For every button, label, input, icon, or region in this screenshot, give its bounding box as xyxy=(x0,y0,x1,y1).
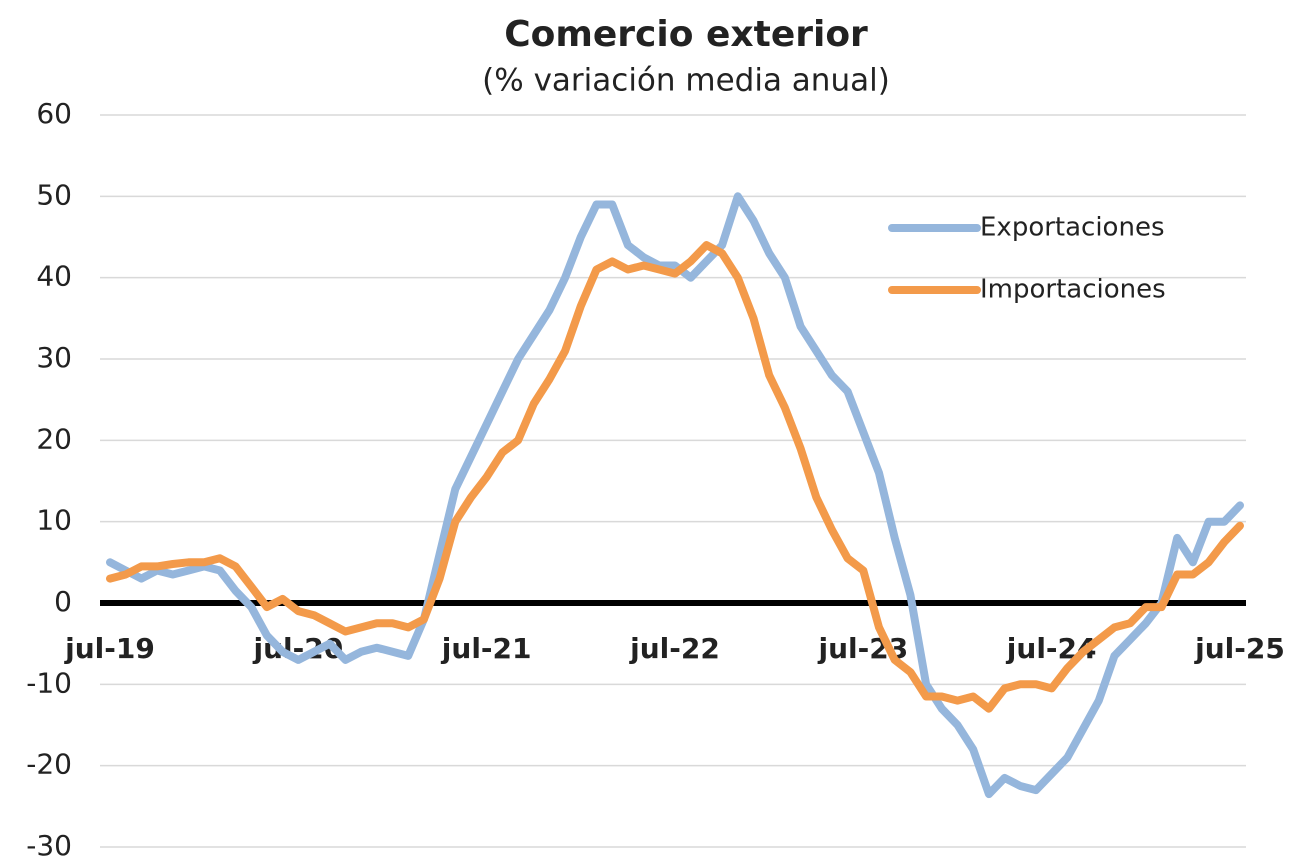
x-tick-label: jul-25 xyxy=(1194,632,1285,665)
y-tick-label: 50 xyxy=(36,178,72,211)
y-tick-label: -10 xyxy=(26,666,72,699)
y-tick-label: 60 xyxy=(36,97,72,130)
chart-title: Comercio exterior xyxy=(504,14,868,55)
y-tick-label: 10 xyxy=(36,504,72,537)
line-series xyxy=(106,192,1244,799)
chart-subtitle: (% variación media anual) xyxy=(482,63,890,99)
legend-label: Exportaciones xyxy=(980,213,1165,243)
x-tick-label: jul-19 xyxy=(64,632,155,665)
y-tick-label: -30 xyxy=(26,829,72,861)
y-tick-label: 0 xyxy=(54,585,72,618)
y-tick-label: 20 xyxy=(36,422,72,455)
legend-label: Importaciones xyxy=(980,275,1166,305)
y-tick-label: 30 xyxy=(36,341,72,374)
line-series xyxy=(106,241,1244,713)
y-tick-label: 40 xyxy=(36,260,72,293)
y-tick-label: -20 xyxy=(26,748,72,781)
x-tick-label: jul-21 xyxy=(441,632,532,665)
x-tick-label: jul-22 xyxy=(629,632,720,665)
